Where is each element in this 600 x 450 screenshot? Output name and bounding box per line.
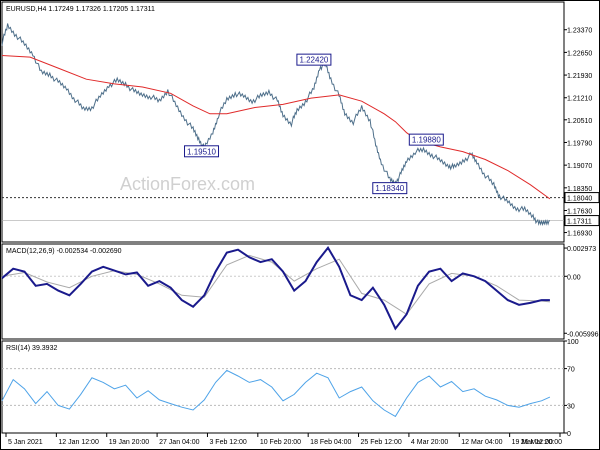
annotation-label: 1.19880 bbox=[412, 136, 441, 145]
y-tick-label: 0.002973 bbox=[567, 246, 596, 253]
x-tick-label: 18 Feb 04:00 bbox=[310, 439, 351, 446]
x-tick-label: 5 Jan 2021 bbox=[8, 439, 43, 446]
macd-line bbox=[1, 246, 550, 331]
pane-border-1 bbox=[1, 243, 565, 340]
x-tick-label: 10 Feb 20:00 bbox=[260, 439, 301, 446]
y-tick-label: 30 bbox=[567, 403, 575, 410]
annotation-box bbox=[184, 145, 220, 158]
pane-border-0 bbox=[1, 1, 565, 243]
annotation-box bbox=[372, 182, 408, 195]
x-tick-label: 19 Jan 20:00 bbox=[109, 439, 150, 446]
annotation-label: 1.18340 bbox=[375, 184, 404, 193]
y-tick-label: -0.005996 bbox=[567, 331, 599, 338]
annotation-label: 1.19510 bbox=[187, 147, 216, 156]
rsi-title: RSI(14) 39.3932 bbox=[6, 345, 57, 352]
pane-border-2 bbox=[1, 340, 565, 434]
macd-title: MACD(12,26,9) -0.002534 -0.002690 bbox=[6, 248, 122, 255]
y-tick-label: 1.19790 bbox=[567, 140, 592, 147]
price-series bbox=[1, 23, 551, 227]
x-tick-label: 12 Mar 04:00 bbox=[461, 439, 502, 446]
current-price-label: 1.17311 bbox=[567, 219, 592, 226]
main-pane: ActionForex.com 1.23370 1.22650 1.21930 1.21… bbox=[1, 1, 600, 243]
y-tick-label: 0 bbox=[567, 431, 571, 438]
y-tick-label: 1.23370 bbox=[567, 28, 592, 35]
x-axis: 5 Jan 2021 12 Jan 12:00 19 Jan 20:00 27 Jan… bbox=[5, 433, 562, 446]
y-tick-label: 1.22650 bbox=[567, 50, 592, 57]
support-level-box bbox=[564, 192, 600, 204]
x-tick-label: 26 Mar 20:00 bbox=[521, 439, 562, 446]
annotation-box bbox=[408, 133, 444, 146]
y-tick-label: 1.21210 bbox=[567, 96, 592, 103]
x-tick-label: 27 Jan 04:00 bbox=[159, 439, 200, 446]
support-level-label: 1.18040 bbox=[567, 196, 592, 203]
y-tick-label: 1.18350 bbox=[567, 186, 592, 193]
moving-average-line bbox=[1, 55, 551, 200]
y-tick-label: 1.21930 bbox=[567, 73, 592, 80]
x-tick-label: 25 Feb 12:00 bbox=[361, 439, 402, 446]
y-tick-label: 100 bbox=[567, 339, 579, 346]
x-tick-label: 12 Jan 12:00 bbox=[58, 439, 99, 446]
main-title: EURUSD,H4 1.17249 1.17326 1.17205 1.1731… bbox=[6, 6, 155, 13]
watermark: ActionForex.com bbox=[120, 174, 255, 194]
rsi-line bbox=[1, 369, 551, 418]
annotation-label: 1.22420 bbox=[299, 56, 328, 65]
x-tick-label: 19 Mar 12:00 bbox=[512, 439, 553, 446]
y-tick-label: 1.16930 bbox=[567, 231, 592, 238]
x-tick-label: 3 Feb 12:00 bbox=[209, 439, 246, 446]
y-tick-label: 1.20510 bbox=[567, 118, 592, 125]
current-price-box bbox=[564, 215, 600, 227]
annotation-box bbox=[296, 53, 332, 66]
x-tick-label: 4 Mar 20:00 bbox=[411, 439, 448, 446]
y-tick-label: 1.19070 bbox=[567, 163, 592, 170]
macd-pane: 0.002973 0.00 -0.005996 MACD(12,26,9) -0.00… bbox=[1, 243, 599, 340]
y-tick-label: 70 bbox=[567, 367, 575, 374]
y-tick-label: 1.17630 bbox=[567, 209, 592, 216]
rsi-pane: 100 70 30 0 RSI(14) 39.3932 bbox=[1, 339, 579, 438]
y-tick-label: 0.00 bbox=[567, 274, 581, 281]
